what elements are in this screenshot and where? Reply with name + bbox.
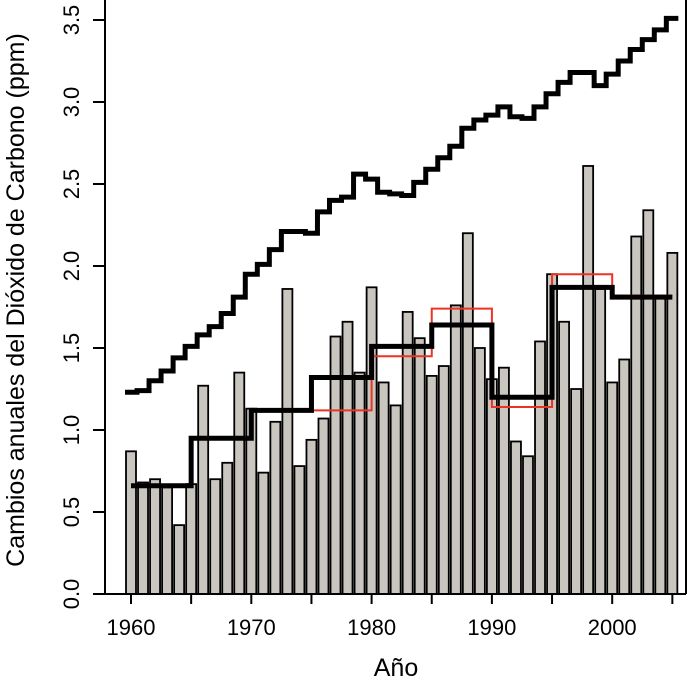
bar-2003 xyxy=(642,209,655,595)
bar-1969 xyxy=(233,371,246,595)
upper-step-line xyxy=(125,15,679,395)
bar-1961 xyxy=(137,481,149,595)
x-tick-label: 1960 xyxy=(107,615,156,640)
bar-1981 xyxy=(377,381,390,595)
x-ticks: 1960 1970 1980 1990 2000 xyxy=(107,594,674,640)
bar-1965 xyxy=(185,483,198,595)
bar-1962 xyxy=(149,478,161,595)
x-tick-label: 2000 xyxy=(588,615,637,640)
y-axis-title: Cambios anuales del Dióxido de Carbono (… xyxy=(2,33,30,567)
x-tick-label: 1970 xyxy=(227,615,276,640)
bar-1967 xyxy=(209,478,222,595)
bar-1964 xyxy=(173,524,186,595)
bar-1963 xyxy=(161,486,173,595)
x-axis-title: Año xyxy=(374,654,418,682)
bar-1987 xyxy=(449,304,462,595)
bar-1998 xyxy=(582,165,595,595)
bar-1990 xyxy=(485,378,498,595)
bar-1986 xyxy=(437,365,450,595)
y-tick-label: 0.5 xyxy=(59,497,84,528)
y-tick-label: 1.5 xyxy=(59,333,84,364)
lines-layer xyxy=(125,15,679,489)
y-tick-label: 2.0 xyxy=(59,251,84,282)
bar-2001 xyxy=(618,358,631,595)
bar-1992 xyxy=(510,440,522,595)
bar-1984 xyxy=(413,337,426,595)
bar-1971 xyxy=(257,471,270,595)
bar-1993 xyxy=(522,455,534,595)
bar-2005 xyxy=(666,251,679,595)
bar-1976 xyxy=(317,417,330,595)
bar-1991 xyxy=(498,366,510,595)
y-tick-label: 1.0 xyxy=(59,415,84,446)
bar-1979 xyxy=(353,371,366,595)
bar-2000 xyxy=(606,381,619,595)
bar-1994 xyxy=(534,340,546,595)
bar-1968 xyxy=(221,461,234,595)
x-tick-label: 1990 xyxy=(467,615,516,640)
bar-1975 xyxy=(305,438,318,595)
bar-1996 xyxy=(558,320,570,595)
bar-2002 xyxy=(630,235,643,595)
bar-2004 xyxy=(654,296,667,595)
y-tick-label: 3.0 xyxy=(59,87,84,118)
bar-1960 xyxy=(125,450,137,595)
bar-1966 xyxy=(197,384,210,595)
axes xyxy=(104,0,687,595)
bar-1997 xyxy=(570,388,583,595)
y-tick-label: 3.5 xyxy=(59,5,84,36)
y-tick-label: 2.5 xyxy=(59,169,84,200)
bars-layer xyxy=(125,165,679,595)
bar-1989 xyxy=(473,347,486,595)
bar-1988 xyxy=(461,232,474,595)
y-tick-label: 0.0 xyxy=(59,579,84,610)
bar-1980 xyxy=(365,286,378,595)
bar-1985 xyxy=(425,374,438,595)
bar-1972 xyxy=(269,420,282,595)
y-ticks: 0.0 0.5 1.0 1.5 2.0 2.5 3.0 3.5 xyxy=(59,5,105,610)
bar-1978 xyxy=(341,320,354,595)
bar-1974 xyxy=(293,465,306,595)
bar-1999 xyxy=(594,288,607,595)
bar-1982 xyxy=(389,404,402,595)
bar-1983 xyxy=(401,311,414,595)
x-tick-label: 1980 xyxy=(347,615,396,640)
black-five-year-mean-line xyxy=(131,284,673,489)
bar-1973 xyxy=(281,288,294,595)
